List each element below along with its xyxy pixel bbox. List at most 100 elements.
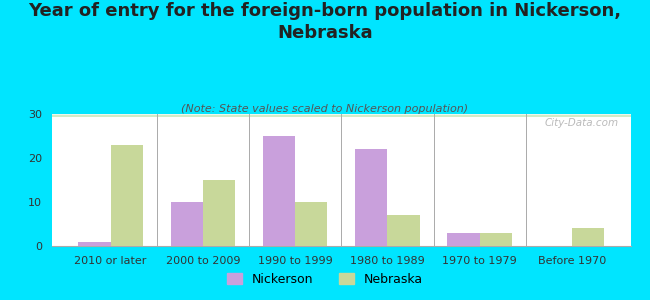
Bar — [52, 115, 630, 116]
Bar — [52, 115, 630, 116]
Bar — [52, 115, 630, 116]
Bar — [52, 115, 630, 116]
Bar — [52, 115, 630, 116]
Bar — [572, 228, 604, 246]
Bar — [52, 115, 630, 116]
Bar — [52, 114, 630, 116]
Bar — [52, 114, 630, 116]
Bar — [52, 115, 630, 116]
Bar — [52, 115, 630, 116]
Bar — [263, 136, 295, 246]
Bar — [52, 114, 630, 116]
Bar — [52, 114, 630, 116]
Bar — [52, 115, 630, 116]
Bar — [52, 115, 630, 117]
Bar — [52, 115, 630, 117]
Bar — [295, 202, 328, 246]
Bar — [78, 242, 111, 246]
Bar — [52, 115, 630, 116]
Bar — [52, 114, 630, 116]
Bar — [52, 115, 630, 116]
Bar — [52, 115, 630, 116]
Bar — [480, 233, 512, 246]
Bar — [52, 114, 630, 116]
Bar — [52, 115, 630, 116]
Bar — [52, 115, 630, 116]
Bar — [52, 115, 630, 116]
Bar — [52, 115, 630, 116]
Bar — [52, 114, 630, 116]
Bar — [52, 114, 630, 116]
Bar — [52, 115, 630, 116]
Bar — [52, 115, 630, 116]
Bar — [52, 115, 630, 116]
Bar — [52, 114, 630, 116]
Bar — [52, 115, 630, 116]
Bar — [52, 115, 630, 117]
Bar — [52, 114, 630, 116]
Bar — [52, 114, 630, 116]
Bar — [52, 115, 630, 116]
Bar — [387, 215, 420, 246]
Bar — [52, 114, 630, 116]
Bar — [52, 114, 630, 116]
Bar — [52, 115, 630, 116]
Bar — [52, 115, 630, 116]
Bar — [52, 114, 630, 116]
Bar — [52, 114, 630, 116]
Bar — [52, 115, 630, 116]
Bar — [52, 114, 630, 116]
Bar — [52, 115, 630, 116]
Bar — [52, 115, 630, 116]
Bar — [52, 115, 630, 116]
Bar — [52, 115, 630, 116]
Bar — [52, 115, 630, 116]
Bar — [52, 115, 630, 116]
Bar — [52, 115, 630, 116]
Bar — [52, 115, 630, 116]
Bar — [203, 180, 235, 246]
Bar — [52, 114, 630, 116]
Bar — [111, 145, 143, 246]
Bar — [52, 115, 630, 116]
Bar — [52, 114, 630, 116]
Bar — [52, 115, 630, 116]
Bar — [52, 115, 630, 117]
Bar — [52, 115, 630, 116]
Bar — [52, 114, 630, 116]
Bar — [52, 114, 630, 116]
Bar — [447, 233, 480, 246]
Bar — [52, 115, 630, 116]
Bar — [52, 115, 630, 116]
Bar — [52, 115, 630, 116]
Text: Year of entry for the foreign-born population in Nickerson,
Nebraska: Year of entry for the foreign-born popul… — [29, 2, 621, 42]
Bar — [52, 114, 630, 115]
Bar — [52, 115, 630, 116]
Bar — [52, 115, 630, 116]
Bar — [52, 115, 630, 116]
Bar — [52, 114, 630, 115]
Bar — [52, 115, 630, 116]
Bar — [52, 115, 630, 116]
Bar — [52, 114, 630, 116]
Bar — [355, 149, 387, 246]
Bar — [52, 115, 630, 116]
Bar — [52, 114, 630, 115]
Bar — [52, 115, 630, 116]
Bar — [52, 114, 630, 116]
Bar — [52, 115, 630, 116]
Bar — [52, 115, 630, 116]
Bar — [52, 115, 630, 116]
Text: City-Data.com: City-Data.com — [545, 118, 619, 128]
Bar — [52, 115, 630, 116]
Bar — [52, 115, 630, 116]
Bar — [52, 114, 630, 116]
Bar — [52, 114, 630, 116]
Bar — [52, 115, 630, 117]
Bar — [52, 115, 630, 116]
Bar — [52, 115, 630, 116]
Bar — [52, 115, 630, 117]
Bar — [52, 114, 630, 116]
Legend: Nickerson, Nebraska: Nickerson, Nebraska — [222, 268, 428, 291]
Bar — [52, 114, 630, 116]
